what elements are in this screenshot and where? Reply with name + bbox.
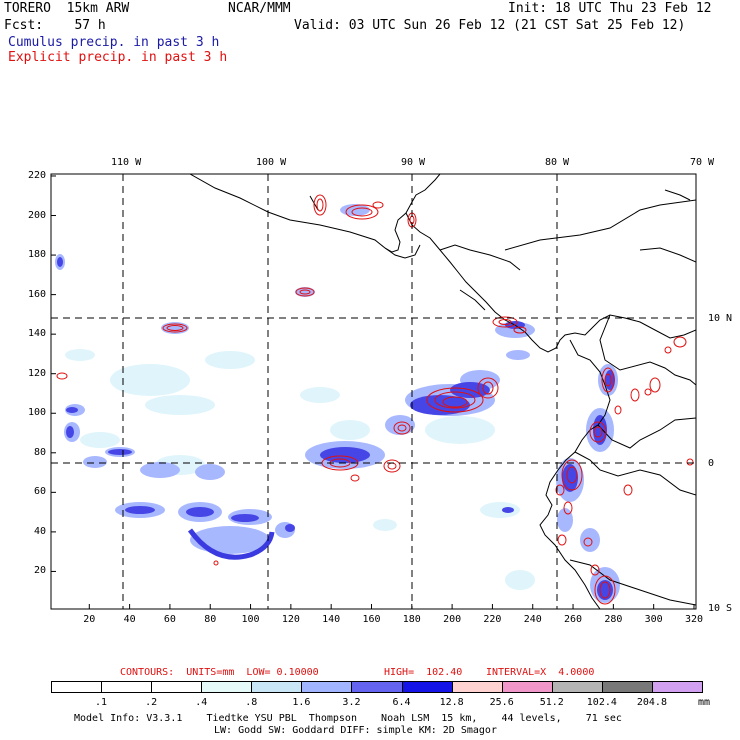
lat-label-0: 0: [708, 458, 715, 469]
lon-label-100w: 100 W: [256, 157, 287, 168]
y-tick-label: 40: [33, 525, 46, 537]
x-tick-label: 200: [443, 614, 462, 625]
colorbar-swatch: [601, 681, 653, 693]
lat-label-10s: 10 S: [708, 603, 733, 614]
y-tick-label: 120: [27, 367, 46, 379]
valid-time: Valid: 03 UTC Sun 26 Feb 12 (21 CST Sat …: [294, 18, 686, 33]
lon-label-90w: 90 W: [401, 157, 426, 168]
colorbar-swatch: [151, 681, 203, 693]
explicit-precip-title: Explicit precip. in past 3 h: [8, 50, 228, 65]
colorbar-label: .2: [145, 697, 158, 708]
contour-units-info: CONTOURS: UNITS=mm LOW= 0.10000: [120, 667, 319, 678]
lon-label-80w: 80 W: [545, 157, 570, 168]
colorbar-label: 102.4: [586, 697, 617, 708]
cumulus-precip-title: Cumulus precip. in past 3 h: [8, 35, 220, 50]
colorbar-label: .4: [195, 697, 208, 708]
colorbar-swatch: [251, 681, 303, 693]
colorbar-swatch: [351, 681, 403, 693]
x-tick-label: 40: [123, 614, 136, 625]
x-tick-label: 140: [322, 614, 341, 625]
colorbar-label: 25.6: [489, 697, 514, 708]
colorbar-label: 6.4: [392, 697, 411, 708]
colorbar-swatch: [51, 681, 103, 693]
colorbar-label: 12.8: [439, 697, 464, 708]
y-tick-label: 220: [27, 169, 46, 181]
model-info-line2: LW: Godd SW: Goddard DIFF: simple KM: 2D…: [214, 725, 497, 736]
colorbar-swatch: [301, 681, 353, 693]
x-tick-label: 220: [483, 614, 502, 625]
model-name: TORERO 15km ARW: [4, 1, 130, 16]
x-tick-label: 60: [163, 614, 176, 625]
axis-ticks: [51, 175, 695, 609]
model-info-line1: Model Info: V3.3.1 Tiedtke YSU PBL Thomp…: [74, 713, 622, 724]
lat-label-10n: 10 N: [708, 313, 733, 324]
x-tick-label: 280: [604, 614, 623, 625]
colorbar-swatch: [451, 681, 503, 693]
colorbar-swatch: [501, 681, 553, 693]
x-tick-label: 180: [402, 614, 421, 625]
y-tick-label: 80: [33, 446, 46, 458]
colorbar-label: .8: [245, 697, 258, 708]
init-time: Init: 18 UTC Thu 23 Feb 12: [508, 1, 712, 16]
y-tick-label: 180: [27, 249, 46, 261]
colorbar-label: 51.2: [539, 697, 564, 708]
graticule: [51, 174, 696, 609]
colorbar-swatch: [651, 681, 703, 693]
colorbar-swatch: [101, 681, 153, 693]
y-tick-label: 160: [27, 288, 46, 300]
precip-shading: [55, 204, 620, 603]
organization: NCAR/MMM: [228, 1, 291, 16]
coastlines: [189, 174, 696, 609]
colorbar-swatch: [551, 681, 603, 693]
map-frame: [50, 173, 697, 610]
colorbar-label: 1.6: [292, 697, 311, 708]
y-tick-label: 140: [27, 328, 46, 340]
lon-label-70w: 70 W: [690, 157, 715, 168]
contour-high-info: HIGH= 102.40: [384, 667, 463, 678]
x-tick-label: 80: [204, 614, 217, 625]
y-tick-label: 200: [27, 209, 46, 221]
contour-interval-info: INTERVAL=X 4.0000: [486, 667, 595, 678]
explicit-precip-contours: [56, 194, 694, 605]
colorbar-unit: mm: [698, 697, 711, 708]
colorbar-label: 204.8: [636, 697, 667, 708]
colorbar-label: .1: [95, 697, 108, 708]
y-tick-label: 20: [33, 565, 46, 577]
lon-label-110w: 110 W: [111, 157, 142, 168]
colorbar-swatch: [401, 681, 453, 693]
x-tick-label: 240: [523, 614, 542, 625]
colorbar-swatch: [201, 681, 253, 693]
y-tick-label: 100: [27, 407, 46, 419]
x-tick-label: 120: [281, 614, 300, 625]
x-tick-label: 20: [83, 614, 96, 625]
x-tick-label: 320: [684, 614, 704, 625]
y-tick-label: 60: [33, 486, 46, 498]
colorbar-label: 3.2: [342, 697, 361, 708]
x-tick-label: 160: [362, 614, 381, 625]
x-tick-label: 300: [644, 614, 663, 625]
x-tick-label: 260: [564, 614, 583, 625]
forecast-hour: Fcst: 57 h: [4, 18, 106, 33]
x-tick-label: 100: [241, 614, 260, 625]
